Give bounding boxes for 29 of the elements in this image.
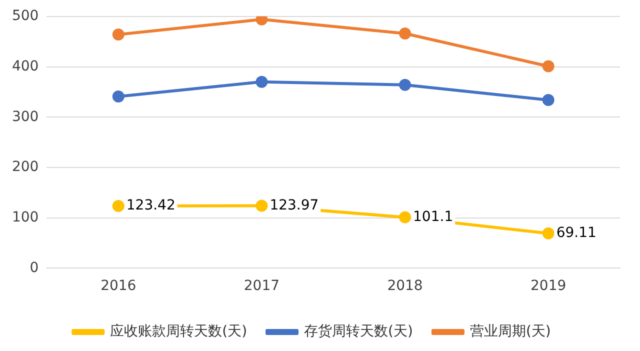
- data-label: 69.11: [556, 225, 596, 242]
- x-tick-label: 2016: [100, 278, 136, 294]
- point: [256, 76, 268, 88]
- point: [112, 28, 124, 41]
- x-tick-label: 2018: [387, 278, 423, 294]
- y-tick-label: 300: [12, 108, 39, 125]
- point: [399, 211, 412, 224]
- data-label: 123.42: [126, 198, 176, 214]
- point: [542, 60, 554, 72]
- data-label: 101.1: [413, 208, 454, 225]
- point: [399, 78, 412, 91]
- legend-label: 营业周期(天): [470, 324, 551, 340]
- x-tick-label: 2017: [244, 278, 280, 294]
- y-tick-label: 100: [12, 209, 39, 226]
- y-tick-label: 400: [12, 58, 39, 74]
- legend-label: 存货周转天数(天): [304, 324, 413, 340]
- point: [542, 227, 554, 240]
- x-tick-label: 2019: [530, 278, 566, 294]
- point: [112, 90, 124, 102]
- point: [542, 94, 554, 106]
- y-tick-label: 500: [12, 8, 39, 24]
- point: [256, 200, 268, 212]
- data-label: 123.97: [270, 197, 319, 214]
- point: [112, 200, 124, 212]
- legend-label: 应收账款周转天数(天): [110, 324, 248, 340]
- y-tick-label: 0: [30, 260, 39, 276]
- point: [256, 16, 268, 26]
- point: [399, 28, 412, 40]
- y-tick-label: 200: [12, 159, 39, 176]
